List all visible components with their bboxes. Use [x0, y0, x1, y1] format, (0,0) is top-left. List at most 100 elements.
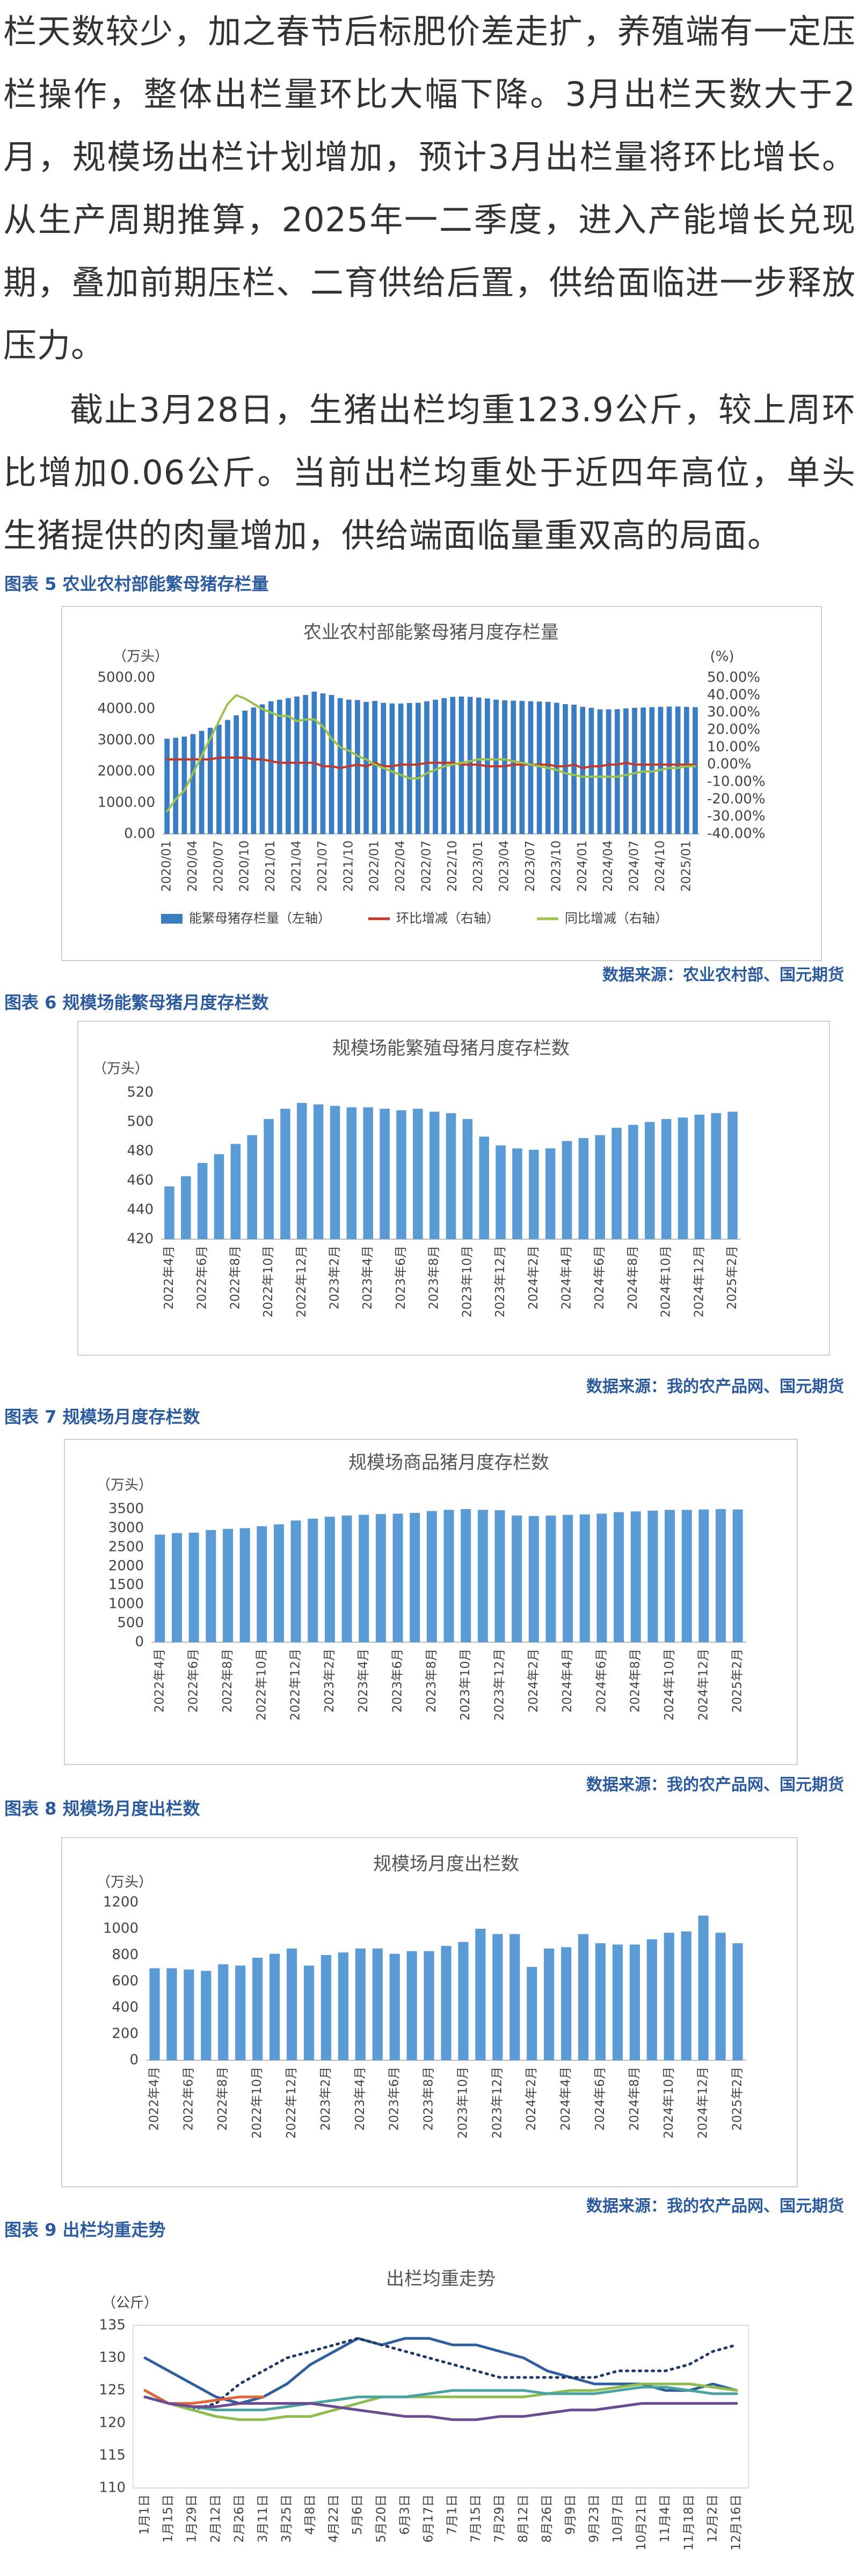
bar — [410, 1513, 420, 1642]
bar — [666, 706, 672, 834]
bar — [458, 1942, 469, 2060]
x-tick-label: 2023年10月 — [458, 1649, 472, 1721]
bar — [321, 1955, 331, 2060]
x-tick-label: 2022/01 — [368, 840, 382, 892]
bar — [225, 720, 230, 834]
bar — [155, 1534, 165, 1642]
x-tick-label: 2024年4月 — [560, 1649, 574, 1713]
bar — [698, 1509, 709, 1642]
x-tick-label: 2023/10 — [549, 840, 563, 892]
bar — [308, 1518, 318, 1642]
y-tick-label: 2000.00 — [97, 763, 155, 779]
legend-label: 环比增减（右轴） — [396, 911, 499, 926]
x-tick-label: 2024年2月 — [527, 1246, 541, 1309]
bar — [396, 1110, 406, 1239]
x-tick-label: 7月1日 — [446, 2494, 460, 2535]
bar — [389, 703, 395, 834]
x-tick-label: 2024年12月 — [696, 1649, 710, 1721]
bar — [563, 1514, 573, 1642]
x-tick-label: 2024年6月 — [593, 1246, 607, 1309]
bar — [234, 715, 239, 834]
bar — [207, 728, 213, 834]
x-tick-label: 2022年8月 — [216, 2067, 230, 2131]
x-tick-label: 2025/01 — [679, 840, 693, 892]
x-tick-label: 2024/10 — [653, 840, 667, 892]
y-axis-unit: （万头） — [93, 1061, 149, 1077]
y2-axis-unit: (%) — [710, 649, 734, 665]
x-tick-label: 2025年2月 — [731, 1649, 745, 1713]
bar — [190, 734, 196, 834]
bar — [595, 1135, 605, 1239]
y-tick-label: 4000.00 — [97, 701, 155, 717]
y-tick-label: 460 — [127, 1172, 154, 1188]
bar — [536, 701, 542, 834]
x-tick-label: 2020/01 — [160, 840, 174, 892]
bar — [188, 1532, 199, 1642]
bar — [562, 1141, 572, 1239]
legend-label: 同比增减（右轴） — [565, 911, 668, 926]
bar — [528, 701, 534, 834]
bar — [214, 1154, 224, 1239]
x-tick-label: 2023年8月 — [427, 1246, 441, 1309]
bar — [715, 1933, 726, 2060]
x-tick-label: 2023/01 — [471, 840, 485, 892]
y-tick-label: 480 — [127, 1143, 154, 1159]
x-tick-label: 11月18日 — [682, 2494, 696, 2551]
y2-tick-label: 40.00% — [707, 687, 760, 703]
bar — [171, 1533, 182, 1642]
bar — [406, 703, 412, 834]
y-tick-label: 600 — [112, 1973, 139, 1989]
y-tick-label: 420 — [127, 1231, 154, 1247]
x-tick-label: 2022年10月 — [250, 2067, 264, 2139]
bar — [242, 711, 248, 834]
x-tick-label: 2023年2月 — [328, 1246, 342, 1309]
bar — [597, 709, 603, 834]
bar — [698, 1915, 709, 2060]
x-tick-label: 2月26日 — [232, 2494, 246, 2543]
bar — [375, 1514, 386, 1642]
y-tick-label: 500 — [127, 1114, 154, 1130]
x-tick-label: 3月11日 — [256, 2494, 270, 2543]
bar — [173, 737, 179, 834]
bar — [595, 1943, 606, 2060]
x-tick-label: 8月26日 — [540, 2494, 554, 2543]
bar — [578, 1934, 589, 2060]
x-tick-label: 5月6日 — [351, 2494, 365, 2535]
paragraph: 截止3月28日，生猪出栏均重123.9公斤，较上周环比增加0.06公斤。当前出栏… — [3, 390, 856, 555]
bar — [528, 1516, 539, 1642]
x-tick-label: 2月12日 — [209, 2494, 223, 2543]
y-tick-label: 135 — [99, 2317, 126, 2333]
x-tick-label: 2023年8月 — [422, 2067, 436, 2131]
bar — [492, 1934, 503, 2060]
bar — [297, 1103, 307, 1239]
bar — [580, 707, 586, 834]
bar — [206, 1529, 216, 1642]
bar — [596, 1513, 607, 1642]
bar — [337, 698, 343, 834]
bar — [545, 1516, 556, 1642]
bar — [320, 693, 326, 834]
x-tick-label: 2024年2月 — [525, 2067, 538, 2131]
chart-title: 规模场能繁殖母猪月度存栏数 — [332, 1038, 570, 1059]
y-tick-label: 125 — [99, 2382, 126, 2398]
bar — [164, 738, 170, 834]
y2-tick-label: -30.00% — [707, 808, 766, 824]
y-axis-unit: （万头） — [97, 1477, 152, 1494]
x-tick-label: 7月29日 — [493, 2494, 507, 2543]
y-tick-label: 1000.00 — [97, 794, 155, 810]
x-tick-label: 2023年2月 — [319, 2067, 333, 2131]
x-tick-label: 2024年6月 — [593, 2067, 607, 2131]
bar — [664, 1933, 674, 2060]
x-tick-label: 1月29日 — [185, 2494, 199, 2543]
bar — [424, 1951, 434, 2060]
y-tick-label: 2000 — [108, 1558, 144, 1574]
bar — [222, 1528, 233, 1642]
x-tick-label: 2023年6月 — [391, 1649, 405, 1713]
x-tick-label: 2022/10 — [446, 840, 460, 892]
y2-tick-label: 50.00% — [707, 670, 760, 686]
x-tick-label: 2023年12月 — [490, 2067, 504, 2139]
y-tick-label: 1000 — [103, 1921, 139, 1937]
bar — [716, 1509, 726, 1642]
bar — [372, 701, 377, 834]
x-tick-label: 2024年6月 — [594, 1649, 608, 1713]
